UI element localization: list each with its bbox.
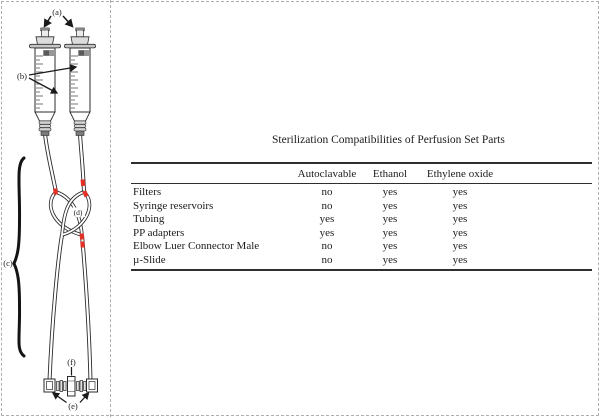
ethylene-oxide-value: yes: [452, 186, 468, 198]
syringe-left: [29, 27, 61, 136]
red-connector-loop-bottom: [79, 233, 85, 240]
tube-collar-left: [40, 130, 50, 136]
filter-body-right: [70, 36, 90, 45]
autoclavable-value: yes: [319, 213, 335, 225]
ethylene-oxide-value: yes: [452, 213, 468, 225]
label-e-arrow-left: [51, 392, 67, 404]
luer-threads-right: [73, 120, 87, 132]
table-row: Tubing yes yes yes: [131, 213, 592, 227]
luer-threads-left: [38, 120, 52, 132]
compatibility-table: Autoclavable Ethanol Ethylene oxide Filt…: [131, 162, 592, 271]
part-name: Elbow Luer Connector Male: [133, 240, 260, 252]
table-header-row: Autoclavable Ethanol Ethylene oxide: [131, 163, 592, 184]
filter-flange-left: [29, 43, 61, 49]
red-connector-left-loop-top: [52, 188, 59, 195]
label-d: (d): [74, 208, 83, 217]
label-a: (a): [52, 7, 62, 17]
barrel-taper-right: [69, 111, 91, 122]
autoclavable-value: no: [321, 199, 333, 212]
header-ethanol: Ethanol: [372, 167, 408, 180]
red-connector-right-tube: [80, 179, 86, 187]
elbow-connector-right: [76, 380, 87, 392]
part-name: Tubing: [133, 213, 165, 225]
elbow-connector-left: [56, 380, 67, 392]
ethanol-value: yes: [382, 186, 398, 198]
autoclavable-value: yes: [319, 226, 335, 239]
graduations-left: [36, 55, 43, 109]
table-row: µ-Slide no yes yes: [131, 254, 592, 271]
header-autoclavable: Autoclavable: [297, 167, 357, 180]
luer-lock-left: [43, 378, 56, 393]
upper-tubing: [43, 133, 86, 193]
luer-lock-right: [86, 378, 98, 393]
ethylene-oxide-value: yes: [452, 253, 468, 266]
label-b: (b): [17, 71, 27, 81]
ethanol-value: yes: [382, 226, 398, 239]
label-e: (e): [68, 401, 78, 411]
header-spacer: [502, 163, 592, 184]
label-b-arrow-lower: [28, 77, 59, 94]
ethanol-value: yes: [382, 213, 398, 225]
ethylene-oxide-value: yes: [452, 240, 468, 252]
part-name: µ-Slide: [133, 253, 166, 266]
syringe-right: [64, 27, 96, 136]
ethanol-value: yes: [382, 199, 398, 212]
mu-slide: [67, 376, 76, 397]
ethanol-value: yes: [382, 253, 398, 266]
label-f: (f): [67, 357, 76, 367]
tube-collar-right: [75, 130, 85, 136]
mu-slide-assembly: [43, 376, 98, 397]
header-part-column: [131, 163, 292, 184]
part-name: PP adapters: [133, 226, 185, 239]
ethylene-oxide-value: yes: [452, 226, 468, 239]
label-e-arrow-right: [79, 392, 90, 403]
red-connector-right-loop-top: [82, 190, 89, 198]
label-a-arrow-right: [62, 15, 74, 28]
header-ethylene-oxide: Ethylene oxide: [426, 167, 494, 180]
table-title: Sterilization Compatibilities of Perfusi…: [272, 134, 505, 146]
label-c: (c): [3, 258, 13, 268]
filter-flange-right: [64, 43, 96, 49]
part-name: Syringe reservoirs: [133, 199, 214, 212]
red-connectors: [52, 179, 89, 248]
ethylene-oxide-value: yes: [452, 199, 468, 212]
table-row: Syringe reservoirs no yes yes: [131, 200, 592, 214]
ethanol-value: yes: [382, 240, 398, 252]
table-row: Filters no yes yes: [131, 184, 592, 200]
table-row: PP adapters yes yes yes: [131, 227, 592, 241]
label-d-backing: [71, 207, 85, 217]
table-row: Elbow Luer Connector Male no yes yes: [131, 240, 592, 254]
autoclavable-value: no: [321, 186, 333, 198]
perfusion-figure-panel: (d): [0, 0, 111, 417]
brace-c: [12, 156, 26, 358]
label-b-arrow-upper: [28, 64, 78, 76]
perfusion-diagram: (d): [3, 7, 98, 411]
barrel-taper-left: [34, 111, 56, 122]
red-connector-exit-tube: [80, 241, 85, 248]
part-name: Filters: [133, 186, 162, 198]
autoclavable-value: no: [321, 240, 333, 252]
autoclavable-value: no: [321, 253, 333, 266]
filter-body-left: [35, 36, 55, 45]
label-a-arrow-left: [43, 15, 52, 28]
tubing-loop-left: [48, 190, 84, 237]
